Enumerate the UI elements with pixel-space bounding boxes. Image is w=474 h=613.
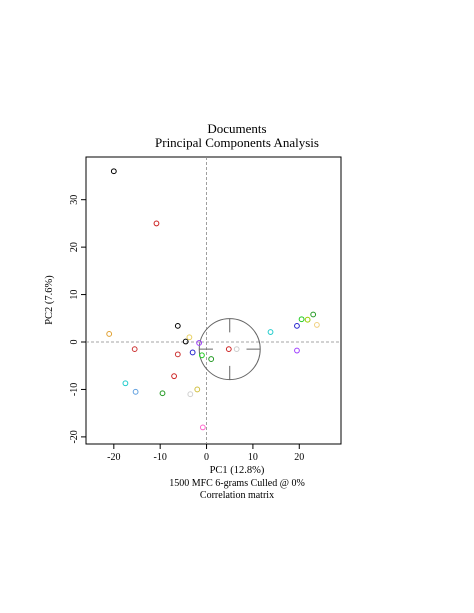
data-points [106, 168, 320, 431]
x-tick-label: 10 [248, 452, 258, 463]
data-point [182, 338, 189, 345]
x-tick-label: 20 [294, 452, 304, 463]
data-point [189, 349, 196, 356]
x-axis: -20 -10 0 10 20 [107, 444, 304, 463]
x-axis-label: PC1 (12.8%) [209, 465, 265, 476]
caption-line-2: Correlation matrix [199, 490, 275, 501]
y-tick-label: 20 [69, 242, 80, 252]
data-point [199, 352, 205, 359]
data-point [171, 373, 177, 380]
y-tick-label: -20 [69, 430, 80, 443]
caption-line-1: 1500 MFC 6-grams Culled @ 0% [169, 478, 305, 489]
data-point [131, 346, 138, 353]
data-point [187, 391, 194, 398]
x-tick-label: -10 [154, 452, 167, 463]
data-point [233, 346, 240, 353]
y-tick-label: 10 [69, 290, 80, 300]
data-point [174, 351, 181, 358]
data-point [186, 334, 193, 341]
x-tick-label: -20 [107, 452, 120, 463]
chart-title: Documents [207, 121, 267, 136]
data-point [194, 386, 201, 393]
data-point [196, 340, 203, 346]
data-point [122, 380, 129, 387]
data-point [304, 316, 311, 323]
y-tick-label: 0 [69, 340, 80, 345]
reference-lines [86, 157, 341, 444]
data-point [225, 346, 232, 353]
data-point [110, 168, 117, 175]
data-point [294, 322, 300, 329]
data-point [298, 316, 305, 323]
data-point [267, 329, 274, 335]
data-point [208, 356, 215, 362]
data-point [294, 347, 300, 354]
circle-of-correlation [198, 318, 261, 381]
x-tick-label: 0 [204, 452, 209, 463]
y-axis-label: PC2 (7.6%) [44, 275, 55, 325]
data-point [159, 390, 166, 397]
data-point [132, 388, 139, 395]
y-tick-label: -10 [69, 383, 80, 396]
data-point [199, 424, 206, 431]
data-point [106, 331, 113, 337]
data-point [174, 322, 181, 329]
data-point [310, 311, 317, 318]
chart-subtitle: Principal Components Analysis [155, 135, 319, 150]
plot-frame [85, 156, 342, 445]
y-axis: -20 -10 0 10 20 30 [69, 195, 86, 444]
y-tick-label: 30 [69, 195, 80, 205]
data-point [313, 322, 320, 328]
data-point [153, 220, 160, 227]
